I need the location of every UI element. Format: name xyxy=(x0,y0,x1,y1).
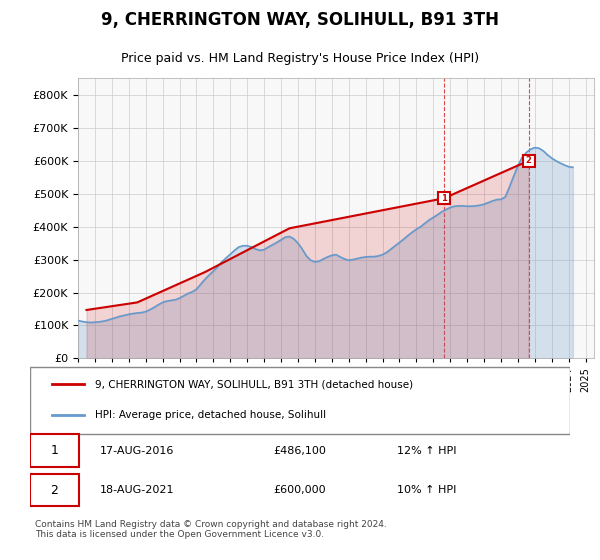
Text: Contains HM Land Registry data © Crown copyright and database right 2024.
This d: Contains HM Land Registry data © Crown c… xyxy=(35,520,387,539)
FancyBboxPatch shape xyxy=(30,367,570,434)
Text: 18-AUG-2021: 18-AUG-2021 xyxy=(100,485,175,495)
Text: HPI: Average price, detached house, Solihull: HPI: Average price, detached house, Soli… xyxy=(95,410,326,420)
FancyBboxPatch shape xyxy=(30,474,79,506)
Text: £486,100: £486,100 xyxy=(273,446,326,456)
Text: 2: 2 xyxy=(50,483,58,497)
Text: 17-AUG-2016: 17-AUG-2016 xyxy=(100,446,175,456)
Text: 1: 1 xyxy=(50,444,58,458)
Text: 2: 2 xyxy=(526,156,532,165)
Text: 9, CHERRINGTON WAY, SOLIHULL, B91 3TH (detached house): 9, CHERRINGTON WAY, SOLIHULL, B91 3TH (d… xyxy=(95,379,413,389)
Text: 12% ↑ HPI: 12% ↑ HPI xyxy=(397,446,457,456)
Text: £600,000: £600,000 xyxy=(273,485,326,495)
Text: 9, CHERRINGTON WAY, SOLIHULL, B91 3TH: 9, CHERRINGTON WAY, SOLIHULL, B91 3TH xyxy=(101,11,499,29)
Text: 10% ↑ HPI: 10% ↑ HPI xyxy=(397,485,457,495)
FancyBboxPatch shape xyxy=(30,435,79,467)
Text: 1: 1 xyxy=(441,194,447,203)
Text: Price paid vs. HM Land Registry's House Price Index (HPI): Price paid vs. HM Land Registry's House … xyxy=(121,52,479,66)
